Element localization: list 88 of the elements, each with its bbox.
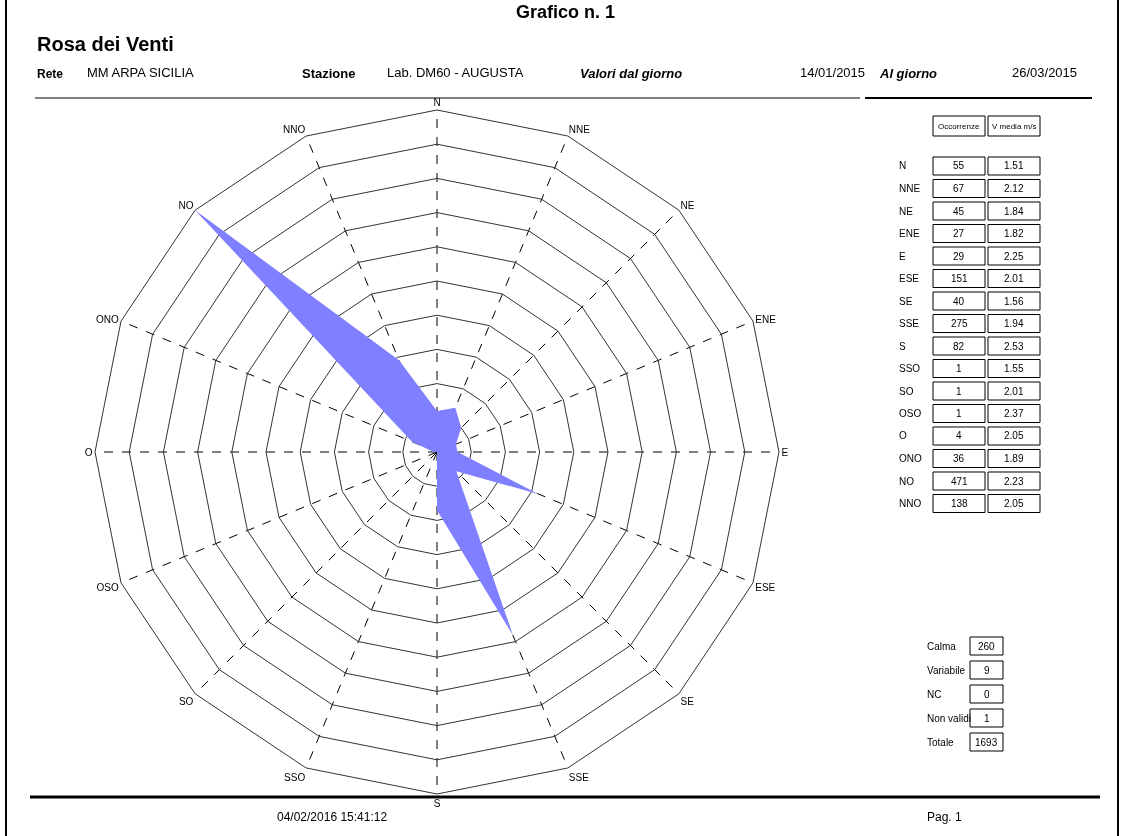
- spoke-label: NO: [178, 200, 194, 212]
- text: Lab. DM60 - AUGUSTA: [387, 65, 524, 80]
- text: Stazione: [302, 66, 356, 81]
- text: Pag. 1: [927, 810, 963, 824]
- spoke-label: S: [433, 797, 441, 809]
- text: 14/01/2015: [800, 65, 866, 80]
- data-label: 1: [956, 408, 962, 419]
- category-label: SSO: [899, 363, 921, 374]
- spoke-label: SSE: [568, 771, 590, 783]
- data-label: 1.94: [1004, 318, 1024, 329]
- data-label: 1: [984, 713, 990, 724]
- category-label: O: [899, 430, 907, 441]
- spoke-label: ENE: [755, 313, 777, 325]
- spoke-label: O: [84, 446, 93, 458]
- data-label: 1: [956, 363, 962, 374]
- data-label: 27: [953, 228, 965, 239]
- data-label: 2.01: [1004, 273, 1024, 284]
- data-label: 55: [953, 160, 965, 171]
- data-label: 67: [953, 183, 965, 194]
- data-label: 2.25: [1004, 251, 1024, 262]
- data-label: 1.51: [1004, 160, 1024, 171]
- category-label: ONO: [899, 453, 922, 464]
- data-label: 151: [951, 273, 969, 284]
- data-label: 4: [956, 430, 962, 441]
- chart-title: Rosa dei Venti: [37, 33, 174, 55]
- category-label: Totale: [927, 737, 955, 748]
- data-label: 36: [953, 453, 965, 464]
- data-label: 1.82: [1004, 228, 1024, 239]
- data-label: 2.37: [1004, 408, 1024, 419]
- data-label: 2.23: [1004, 476, 1024, 487]
- category-label: NNE: [899, 183, 921, 194]
- data-label: 275: [951, 318, 969, 329]
- data-label: 1.84: [1004, 206, 1024, 217]
- text: Rete: [37, 67, 64, 81]
- spoke-label: ONO: [95, 313, 119, 325]
- data-label: 2.12: [1004, 183, 1024, 194]
- category-label: OSO: [899, 408, 922, 419]
- category-label: NC: [927, 689, 942, 700]
- spoke-label: E: [781, 446, 789, 458]
- text: 04/02/2016 15:41:12: [277, 810, 388, 824]
- data-label: 2.01: [1004, 386, 1024, 397]
- data-label: 471: [951, 476, 969, 487]
- spoke-label: SSO: [284, 771, 306, 783]
- spoke-label: NE: [680, 200, 695, 212]
- data-label: 2.05: [1004, 498, 1024, 509]
- text: Al giorno: [879, 66, 938, 81]
- data-label: 260: [978, 641, 996, 652]
- text: Valori dal giorno: [580, 66, 683, 81]
- category-label: S: [899, 341, 906, 352]
- text: V media m/s: [992, 122, 1037, 131]
- category-label: NNO: [899, 498, 922, 509]
- spoke-label: OSO: [96, 581, 119, 593]
- data-label: 1.55: [1004, 363, 1024, 374]
- data-label: 1: [956, 386, 962, 397]
- data-label: 138: [951, 498, 969, 509]
- data-label: 9: [984, 665, 990, 676]
- category-label: E: [899, 251, 906, 262]
- category-label: NE: [899, 206, 914, 217]
- data-label: 1693: [975, 737, 998, 748]
- category-label: SE: [899, 296, 913, 307]
- category-label: Calma: [927, 641, 957, 652]
- spoke-label: SO: [178, 696, 194, 708]
- data-label: 0: [984, 689, 990, 700]
- data-label: 45: [953, 206, 965, 217]
- text: Grafico n. 1: [516, 2, 616, 22]
- data-label: 29: [953, 251, 965, 262]
- data-label: 82: [953, 341, 965, 352]
- category-label: SSE: [899, 318, 920, 329]
- spoke-label: N: [433, 96, 441, 108]
- data-label: 2.05: [1004, 430, 1024, 441]
- data-label: 1.89: [1004, 453, 1024, 464]
- category-label: NO: [899, 476, 915, 487]
- category-label: Variabile: [927, 665, 966, 676]
- spoke-label: NNE: [568, 124, 591, 136]
- text: Occorrenze: [938, 122, 980, 131]
- text: 26/03/2015: [1012, 65, 1078, 80]
- spoke-label: NNO: [282, 124, 306, 136]
- spoke-label: SE: [680, 696, 695, 708]
- category-label: SO: [899, 386, 914, 397]
- data-label: 2.53: [1004, 341, 1024, 352]
- spoke-label: ESE: [755, 581, 776, 593]
- text: MM ARPA SICILIA: [87, 65, 195, 80]
- category-label: Non validi: [927, 713, 971, 724]
- category-label: ENE: [899, 228, 920, 239]
- data-label: 1.56: [1004, 296, 1024, 307]
- category-label: N: [899, 160, 907, 171]
- data-label: 40: [953, 296, 965, 307]
- category-label: ESE: [899, 273, 920, 284]
